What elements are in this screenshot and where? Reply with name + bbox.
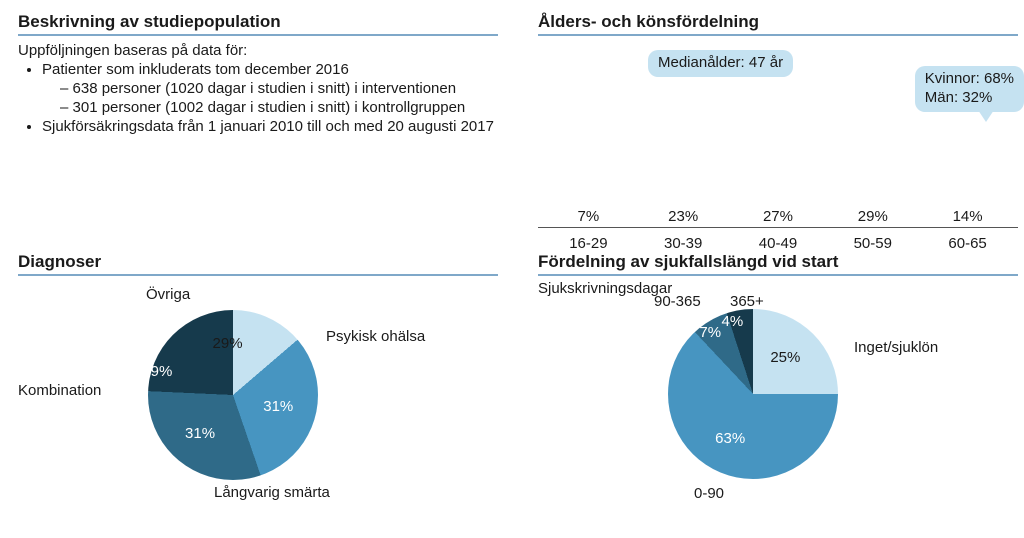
desc-list: Patienter som inkluderats tom december 2… xyxy=(18,61,498,135)
pie-value: 4% xyxy=(722,313,744,330)
bar-60-65: 14% xyxy=(933,208,1002,227)
diagnoses-panel: Diagnoser 29% 31% 31% 9% Psykisk ohälsa Långv… xyxy=(18,250,498,529)
desc-bullet-patients: Patienter som inkluderats tom december 2… xyxy=(42,61,498,116)
age-bar-chart: Medianålder: 47 år Kvinnor: 68% Män: 32%… xyxy=(538,42,1018,252)
pie-label: Långvarig smärta xyxy=(214,484,330,501)
sick-title: Fördelning av sjukfallslängd vid start xyxy=(538,252,1018,276)
pie-label: Psykisk ohälsa xyxy=(326,328,425,345)
bar-category-label: 30-39 xyxy=(649,235,718,252)
bar-16-29: 7% xyxy=(554,208,623,227)
pie-value: 7% xyxy=(699,324,721,341)
diag-title: Diagnoser xyxy=(18,252,498,276)
pie-label: Kombination xyxy=(18,382,101,399)
pie-label: 90-365 xyxy=(654,293,701,310)
desc-title: Beskrivning av studiepopulation xyxy=(18,12,498,36)
sickleave-panel: Fördelning av sjukfallslängd vid start S… xyxy=(538,250,1018,529)
bar-category-label: 16-29 xyxy=(554,235,623,252)
bar-value-label: 23% xyxy=(668,208,698,225)
pie-value: 29% xyxy=(213,335,243,352)
pie-value: 25% xyxy=(770,349,800,366)
bar-value-label: 7% xyxy=(578,208,600,225)
pie-value: 9% xyxy=(151,363,173,380)
bar-value-label: 14% xyxy=(953,208,983,225)
desc-panel: Beskrivning av studiepopulation Uppföljn… xyxy=(18,10,498,252)
bar-category-label: 60-65 xyxy=(933,235,1002,252)
age-title: Ålders- och könsfördelning xyxy=(538,12,1018,36)
pie-value: 63% xyxy=(715,430,745,447)
sick-subtitle: Sjukskrivningsdagar xyxy=(538,280,1018,297)
median-age-callout: Medianålder: 47 år xyxy=(648,50,793,77)
pie-value: 31% xyxy=(185,425,215,442)
bar-value-label: 29% xyxy=(858,208,888,225)
bar-50-59: 29% xyxy=(838,208,907,227)
bar-category-label: 40-49 xyxy=(744,235,813,252)
desc-intro: Uppföljningen baseras på data för: xyxy=(18,42,498,59)
pie-label: 365+ xyxy=(730,293,764,310)
gender-female: Kvinnor: 68% xyxy=(925,70,1014,89)
pie-value: 31% xyxy=(263,398,293,415)
diagnoses-pie-chart: 29% 31% 31% 9% Psykisk ohälsa Långvarig smärt… xyxy=(18,282,498,512)
bar-category-label: 50-59 xyxy=(838,235,907,252)
pie xyxy=(668,309,838,479)
gender-callout: Kvinnor: 68% Män: 32% xyxy=(915,66,1024,112)
desc-sub-intervention: 638 personer (1020 dagar i studien i sni… xyxy=(60,80,498,97)
bar-30-39: 23% xyxy=(649,208,718,227)
sickleave-pie-chart: 25%63%7%4%Inget/sjuklön0-9090-365365+ xyxy=(538,299,1018,529)
pie-label: Inget/sjuklön xyxy=(854,339,938,356)
gender-male: Män: 32% xyxy=(925,89,1014,108)
pie-label: 0-90 xyxy=(694,485,724,502)
bar-40-49: 27% xyxy=(744,208,813,227)
pie-label: Övriga xyxy=(146,286,190,303)
age-gender-panel: Ålders- och könsfördelning Medianålder: … xyxy=(538,10,1018,252)
desc-sub-control: 301 personer (1002 dagar i studien i sni… xyxy=(60,99,498,116)
desc-bullet-insurance: Sjukförsäkringsdata från 1 januari 2010 … xyxy=(42,118,498,135)
bar-value-label: 27% xyxy=(763,208,793,225)
